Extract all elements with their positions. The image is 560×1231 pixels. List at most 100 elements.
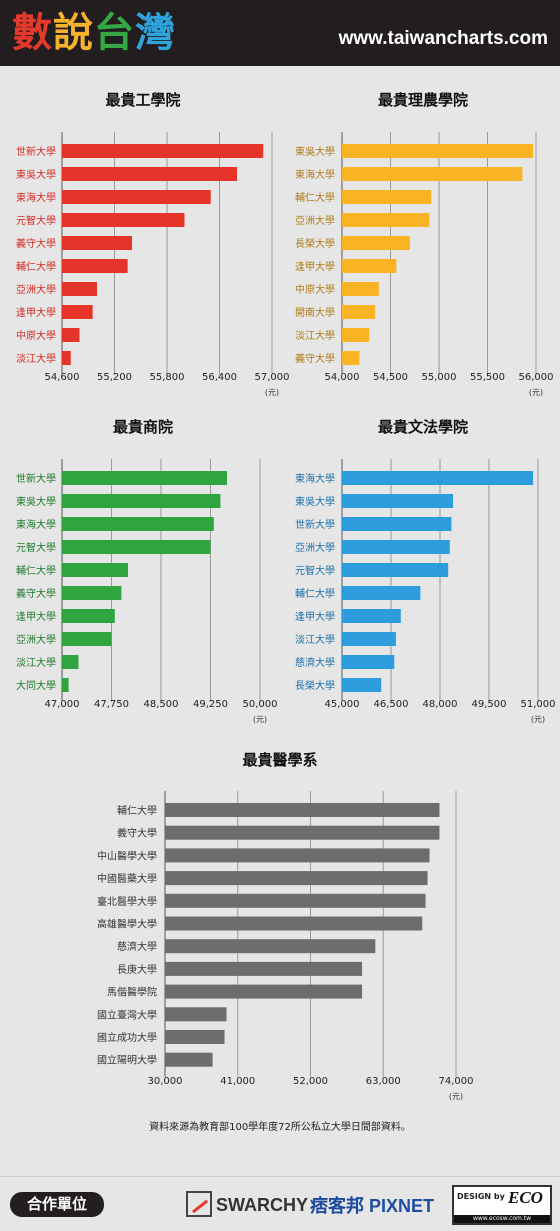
bar[interactable] — [62, 328, 80, 342]
category-label: 世新大學 — [16, 472, 56, 485]
category-label: 國立臺灣大學 — [97, 1008, 157, 1021]
bar[interactable] — [342, 305, 375, 319]
tick-label: 54,600 — [45, 372, 80, 383]
category-label: 東吳大學 — [16, 495, 56, 508]
category-label: 中山醫學大學 — [97, 849, 157, 862]
category-label: 國立陽明大學 — [97, 1054, 157, 1067]
bar[interactable] — [62, 282, 97, 296]
bar[interactable] — [62, 563, 128, 577]
bar[interactable] — [62, 471, 227, 485]
bar[interactable] — [62, 259, 128, 273]
bar[interactable] — [342, 494, 454, 508]
bar[interactable] — [165, 1052, 213, 1067]
bar[interactable] — [342, 213, 430, 227]
tick-label: 55,200 — [97, 372, 132, 383]
category-label: 元智大學 — [16, 214, 56, 227]
category-label: 元智大學 — [295, 564, 335, 577]
category-label: 世新大學 — [16, 145, 56, 158]
bar[interactable] — [62, 144, 264, 158]
bar[interactable] — [342, 167, 523, 181]
bar[interactable] — [165, 1030, 225, 1044]
tick-label: 74,000 — [439, 1076, 474, 1087]
bar[interactable] — [342, 236, 410, 250]
bar[interactable] — [165, 893, 426, 908]
bar[interactable] — [342, 586, 421, 600]
chart-title: 最貴理農學院 — [378, 91, 468, 109]
bar[interactable] — [342, 351, 360, 365]
bar[interactable] — [62, 609, 115, 623]
category-label: 淡江大學 — [16, 352, 56, 365]
bar[interactable] — [165, 984, 363, 999]
bar[interactable] — [62, 540, 211, 554]
category-label: 逢甲大學 — [295, 610, 335, 623]
bar[interactable] — [62, 190, 211, 204]
bar[interactable] — [62, 167, 237, 181]
unit-label: (元) — [529, 388, 543, 397]
bar[interactable] — [342, 282, 379, 296]
bar[interactable] — [165, 871, 428, 886]
bar[interactable] — [342, 190, 432, 204]
tick-label: 47,750 — [94, 699, 129, 710]
category-label: 中原大學 — [295, 283, 335, 296]
bar[interactable] — [165, 961, 363, 976]
bar[interactable] — [62, 632, 112, 646]
logo-char: 台 — [94, 10, 135, 56]
chart-title: 最貴工學院 — [105, 91, 180, 109]
bar[interactable] — [342, 517, 452, 531]
bar[interactable] — [62, 678, 69, 692]
bar[interactable] — [342, 144, 534, 158]
bar[interactable] — [342, 609, 401, 623]
category-label: 東海大學 — [16, 518, 56, 531]
bar[interactable] — [342, 563, 449, 577]
category-label: 東吳大學 — [295, 495, 335, 508]
category-label: 東海大學 — [295, 472, 335, 485]
bar[interactable] — [62, 351, 71, 365]
bar[interactable] — [342, 632, 396, 646]
category-label: 東海大學 — [16, 191, 56, 204]
logo-char: 說 — [53, 10, 94, 56]
bar[interactable] — [342, 655, 395, 669]
tick-label: 52,000 — [293, 1076, 328, 1087]
category-label: 元智大學 — [16, 541, 56, 554]
site-url-link[interactable]: www.taiwancharts.com — [338, 28, 548, 49]
bar[interactable] — [62, 517, 214, 531]
pixnet-logo[interactable]: 痞客邦 PIXNET — [310, 1192, 434, 1218]
tick-label: 30,000 — [148, 1076, 183, 1087]
category-label: 大同大學 — [16, 679, 56, 692]
chart-title: 最貴醫學系 — [242, 751, 317, 769]
tick-label: 54,500 — [373, 372, 408, 383]
category-label: 淡江大學 — [16, 656, 56, 669]
bar[interactable] — [165, 916, 423, 931]
category-label: 輔仁大學 — [16, 260, 56, 273]
bar[interactable] — [342, 678, 382, 692]
bar[interactable] — [342, 328, 370, 342]
design-credit-logo[interactable]: DESIGN by ECO www.ecosw.com.tw — [452, 1185, 552, 1225]
bar[interactable] — [62, 305, 93, 319]
bar[interactable] — [62, 236, 132, 250]
bar[interactable] — [62, 494, 221, 508]
category-label: 義守大學 — [16, 237, 56, 250]
category-label: 東吳大學 — [295, 145, 335, 158]
bar[interactable] — [165, 848, 430, 863]
bar[interactable] — [62, 213, 185, 227]
bar[interactable] — [165, 803, 440, 817]
bar[interactable] — [342, 540, 450, 554]
tick-label: 48,500 — [144, 699, 179, 710]
category-label: 淡江大學 — [295, 633, 335, 646]
bar[interactable] — [165, 1007, 227, 1022]
logo-char: 數 — [12, 10, 53, 56]
category-label: 中原大學 — [16, 329, 56, 342]
bar[interactable] — [165, 939, 376, 954]
category-label: 長榮大學 — [295, 237, 335, 250]
bar[interactable] — [165, 825, 440, 840]
category-label: 亞洲大學 — [295, 214, 335, 227]
source-note: 資料來源為教育部100學年度72所公私立大學日間部資料。 — [149, 1122, 411, 1133]
chart-trend-icon — [186, 1191, 212, 1217]
bar[interactable] — [62, 655, 79, 669]
design-brand-label: ECO — [508, 1188, 543, 1207]
bar[interactable] — [342, 471, 534, 485]
bar[interactable] — [62, 586, 122, 600]
bar[interactable] — [342, 259, 397, 273]
pixnet-cn-label: 痞客邦 — [310, 1196, 364, 1216]
